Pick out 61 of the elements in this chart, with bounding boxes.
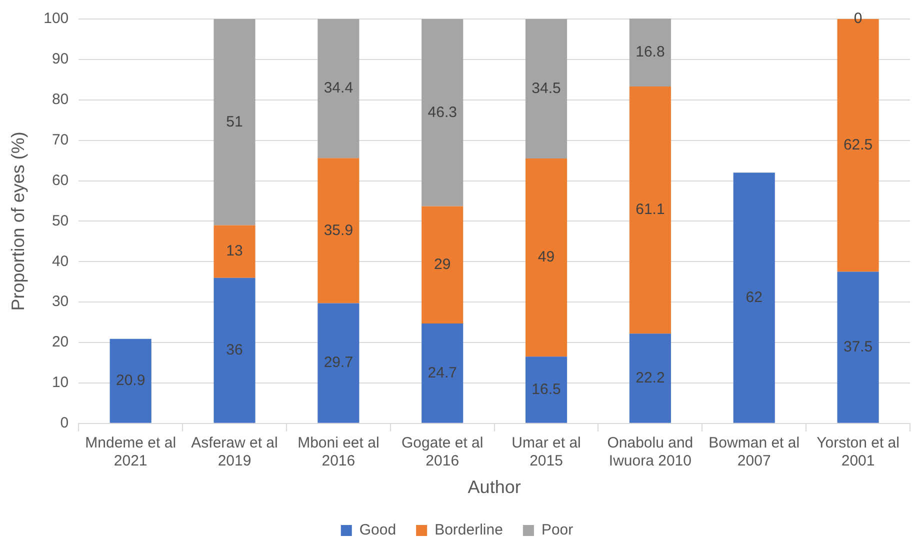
- y-tick-label: 50: [52, 212, 69, 230]
- data-label: 34.5: [532, 80, 561, 97]
- x-tick-label: Umar et al 2015: [512, 434, 581, 470]
- bar: [629, 334, 671, 423]
- x-tick-label: Asferaw et al 2019: [191, 434, 278, 470]
- bar: [318, 158, 360, 304]
- y-tick-label: 20: [52, 334, 69, 351]
- y-tick-label: 100: [44, 10, 69, 28]
- x-tick-label: Gogate et al 2016: [401, 434, 484, 470]
- bar: [214, 225, 256, 278]
- y-tick-label: 70: [52, 131, 69, 148]
- y-axis-title: Proportion of eyes (%): [8, 132, 28, 311]
- bar: [733, 172, 775, 423]
- x-tick-label: Yorston et al 2001: [816, 434, 900, 470]
- data-label: 51: [226, 113, 243, 130]
- bar: [214, 19, 256, 226]
- bar: [422, 324, 464, 423]
- legend-label: Good: [359, 522, 396, 539]
- y-tick-label: 10: [52, 374, 69, 392]
- legend-label: Borderline: [434, 522, 503, 539]
- bar: [525, 158, 568, 357]
- y-tick-label: 90: [52, 50, 69, 68]
- data-label: 62: [746, 288, 762, 306]
- bar: [422, 19, 464, 206]
- y-tick-label: 30: [52, 293, 69, 310]
- data-label: 29.7: [324, 354, 354, 372]
- data-label: 16.8: [636, 44, 665, 61]
- y-tick-label: 0: [60, 414, 69, 432]
- data-label: 61.1: [636, 201, 665, 218]
- bar: [629, 86, 671, 334]
- bar: [110, 338, 152, 423]
- data-label: 16.5: [532, 380, 561, 398]
- bar: [525, 356, 568, 423]
- data-label: 34.4: [324, 80, 354, 97]
- bar: [214, 278, 256, 423]
- data-label: 49: [538, 248, 555, 266]
- bar: [837, 272, 879, 423]
- data-label: 46.3: [428, 104, 457, 121]
- bar: [318, 303, 360, 423]
- y-tick-label: 40: [52, 252, 69, 270]
- data-label: 22.2: [636, 369, 665, 386]
- y-tick-label: 80: [52, 91, 69, 108]
- x-tick-label: Onabolu and Iwuora 2010: [607, 434, 694, 470]
- bar: [318, 19, 360, 158]
- x-tick-label: Mboni eet al 2016: [298, 434, 380, 470]
- data-label: 35.9: [324, 222, 354, 239]
- data-label: 37.5: [843, 338, 873, 356]
- bar: [422, 206, 464, 324]
- bar: [525, 19, 568, 159]
- bar: [629, 18, 671, 87]
- data-label: 36: [226, 342, 243, 358]
- data-label: 20.9: [116, 372, 146, 390]
- x-tick-label: Bowman et al 2007: [708, 434, 800, 470]
- data-label: 29: [434, 256, 451, 274]
- data-label: 24.7: [428, 364, 457, 382]
- y-tick-label: 60: [52, 172, 69, 189]
- legend-label: Poor: [541, 522, 574, 539]
- x-axis-title: Author: [468, 477, 521, 498]
- x-tick-label: Mndeme et al 2021: [85, 434, 176, 470]
- data-label: 13: [226, 242, 243, 260]
- data-label: 62.5: [843, 136, 873, 154]
